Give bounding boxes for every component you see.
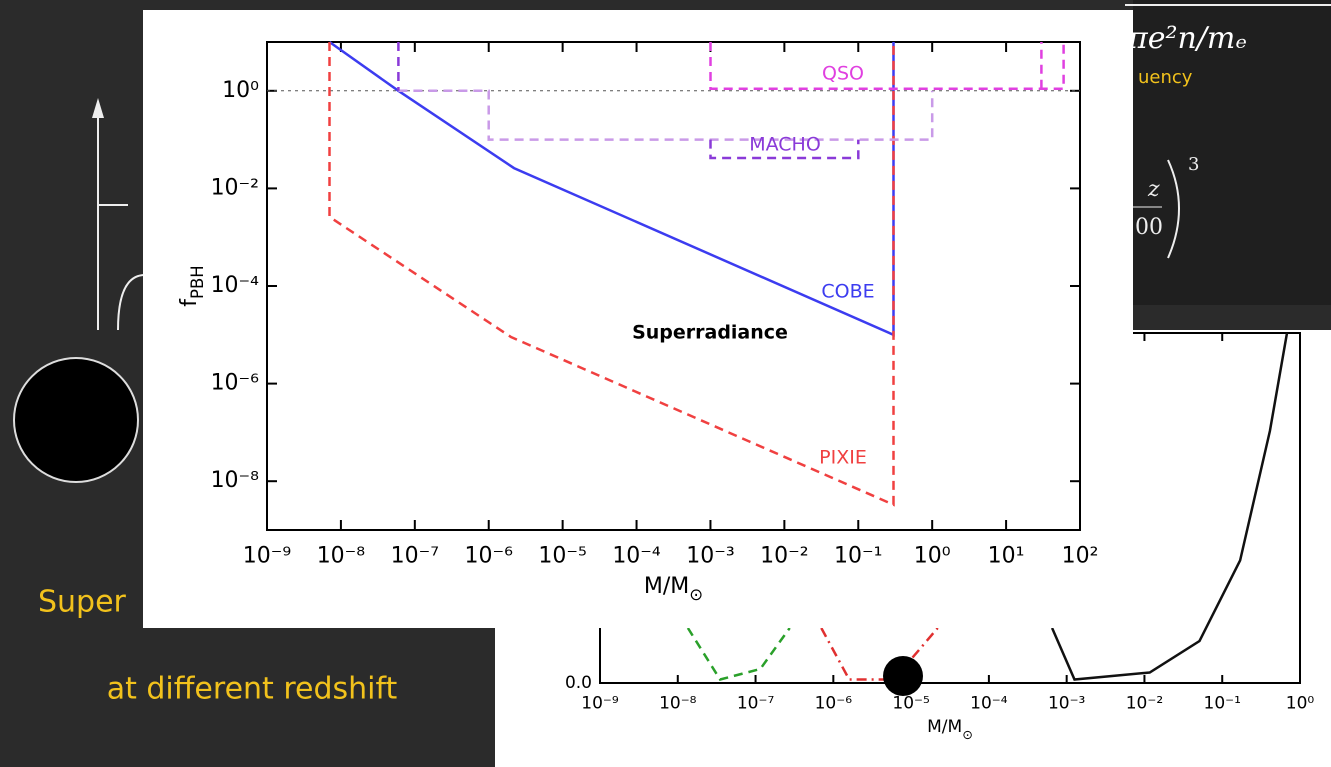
arrow-head: [92, 98, 104, 118]
series-line: [398, 89, 934, 141]
x-tick-label: 10⁻⁵: [892, 693, 929, 713]
series-label: QSO: [822, 63, 864, 85]
y-tick-label: 0.0: [565, 673, 592, 693]
series-line: [1050, 332, 1289, 681]
series-line: [820, 627, 939, 681]
x-tick-label: 10⁰: [1286, 693, 1315, 713]
x-tick-label: 10⁻⁷: [737, 693, 775, 713]
caption: at different redshift: [107, 672, 398, 707]
x-axis-label-sub: ⊙: [962, 728, 973, 743]
x-tick-label: 10⁻²: [760, 543, 808, 568]
x-tick-label: 10⁻³: [1048, 693, 1085, 713]
x-tick-label: 10⁻⁹: [243, 543, 291, 568]
chart: 10⁻⁹ 10⁻⁸ 10⁻⁷ 10⁻⁶ 10⁻⁵ 10⁻⁴ 10⁻³ 10⁻² 10⁻¹ 10⁰ 1…: [177, 40, 1099, 604]
x-tick-label: 10⁻¹: [834, 543, 882, 568]
x-tick-label: 10⁻⁸: [317, 543, 366, 568]
y-tick-label: 10⁻⁶: [211, 371, 260, 396]
x-tick-label: 10⁻⁹: [581, 693, 619, 713]
x-axis-label-main: M/M: [644, 574, 689, 599]
series-label: PIXIE: [819, 447, 867, 469]
formula: 00: [1135, 215, 1163, 240]
x-tick-label: 10⁻³: [686, 543, 734, 568]
x-tick-label: 10⁻⁶: [465, 543, 514, 568]
black-hole: [13, 357, 139, 483]
series-label: COBE: [821, 281, 874, 303]
formula-box: [1133, 0, 1331, 305]
x-tick-label: 10⁻⁵: [538, 543, 586, 568]
paren: [1167, 159, 1180, 259]
black-hole-marker: [883, 656, 923, 696]
series-label: MACHO: [749, 134, 821, 156]
formula: 3: [1188, 154, 1199, 175]
series-line: [397, 42, 860, 160]
x-axis-label: M/M⊙: [927, 717, 973, 743]
y-tick-label: 10⁻²: [211, 175, 259, 200]
x-tick-label: 10⁻⁸: [659, 693, 697, 713]
x-tick-label: 10²: [1062, 543, 1099, 568]
series-line: [328, 42, 895, 507]
y-axis-label-main: f: [177, 298, 202, 307]
y-axis-label: fPBH: [177, 265, 207, 306]
y-tick-label: 10⁻⁸: [211, 468, 260, 493]
caption: Super: [38, 585, 127, 620]
y-tick-label: 10⁰: [222, 78, 259, 103]
x-tick-label: 10⁻⁷: [391, 543, 439, 568]
x-tick-label: 10⁰: [914, 543, 951, 568]
x-tick-label: 10¹: [988, 543, 1025, 568]
x-axis-label-main: M/M: [927, 717, 962, 737]
series-line: [709, 42, 1065, 91]
annotation: Superradiance: [632, 322, 788, 344]
x-axis-label: M/M⊙: [644, 574, 703, 604]
series-line: [686, 627, 791, 681]
series-line: [328, 40, 895, 337]
formula: πe²n/mₑ: [1127, 21, 1247, 56]
formula-word: uency: [1138, 67, 1193, 88]
x-tick-label: 10⁻⁴: [612, 543, 661, 568]
formula: z: [1147, 177, 1160, 202]
y-tick-label: 10⁻⁴: [211, 273, 260, 298]
x-tick-label: 10⁻⁶: [815, 693, 853, 713]
x-axis-label-sub: ⊙: [689, 585, 703, 604]
x-tick-label: 10⁻²: [1126, 693, 1163, 713]
y-axis-label-sub: PBH: [188, 265, 207, 299]
arc: [117, 274, 146, 331]
x-tick-label: 10⁻¹: [1204, 693, 1241, 713]
x-tick-label: 10⁻⁴: [970, 693, 1008, 713]
panel: [143, 10, 1133, 628]
